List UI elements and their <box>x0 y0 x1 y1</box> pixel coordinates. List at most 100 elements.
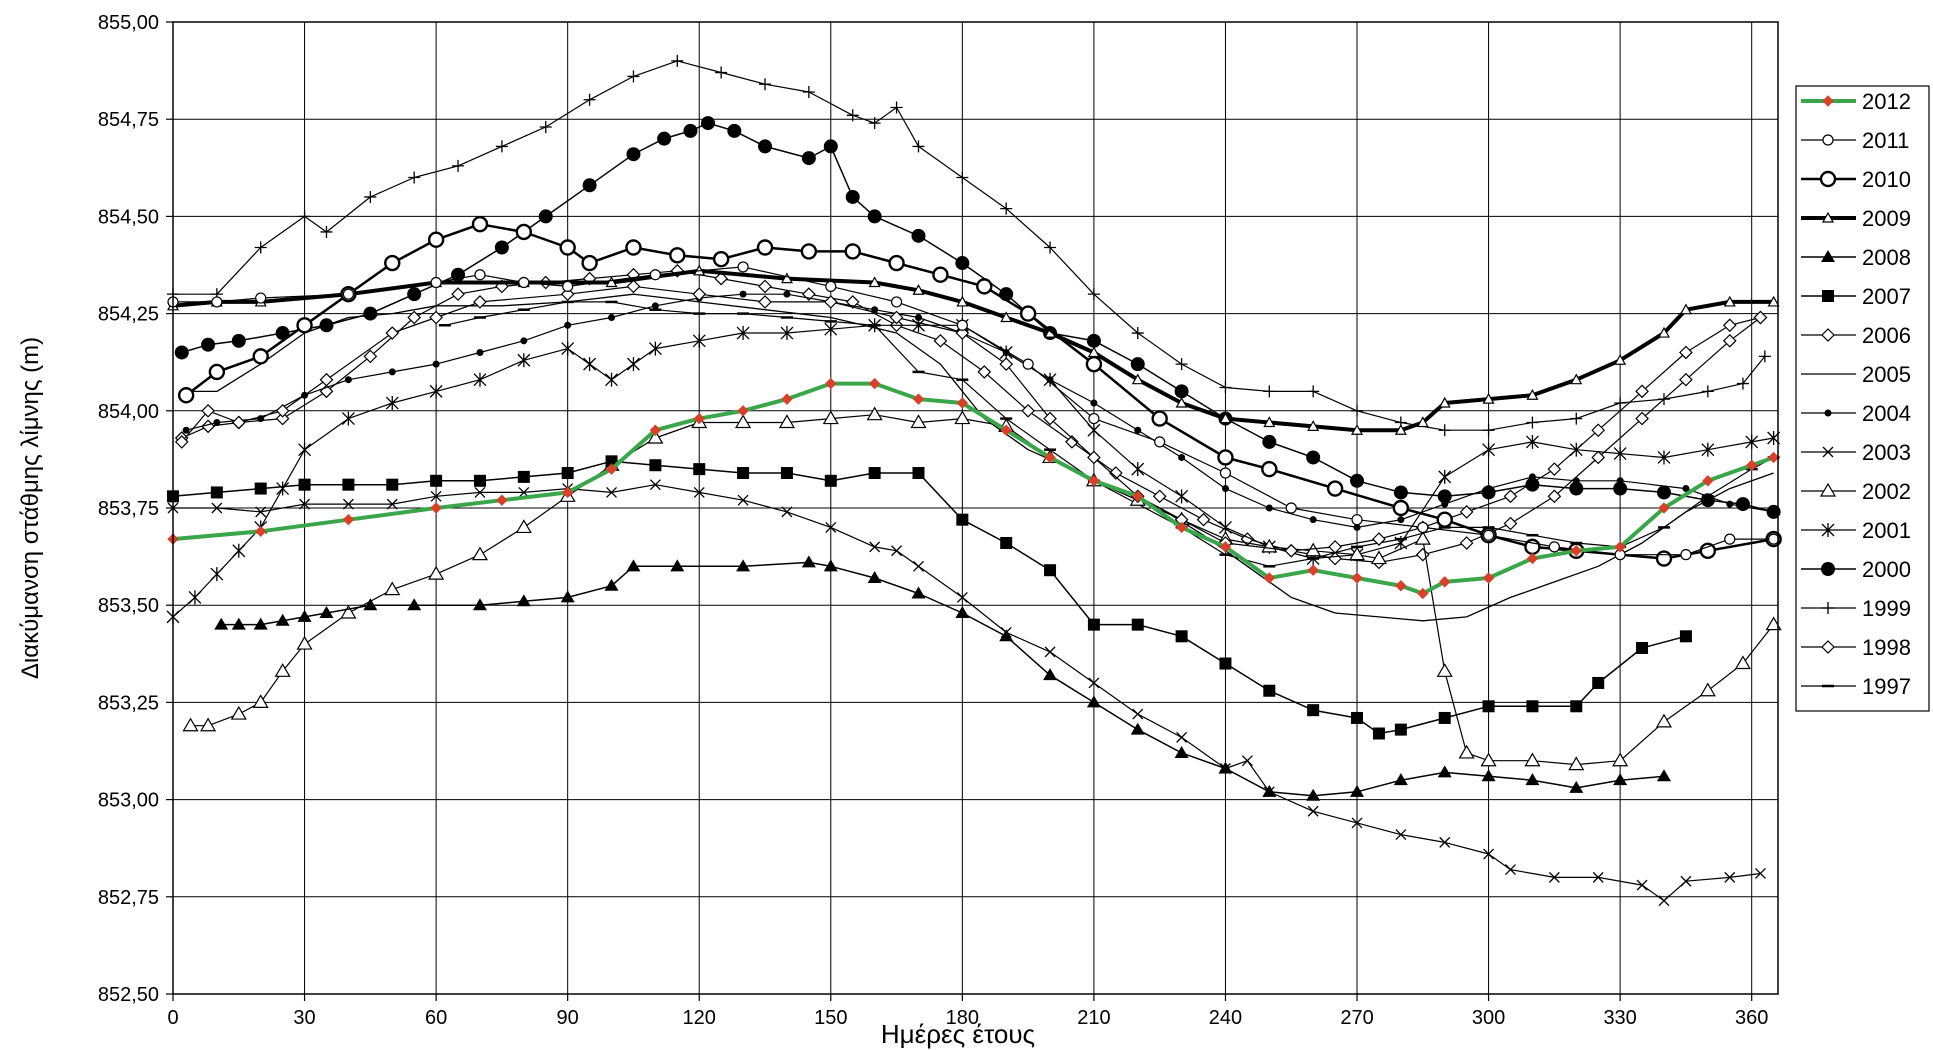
data-point <box>539 120 552 133</box>
series-line <box>221 561 1665 797</box>
data-point <box>275 326 290 341</box>
data-point <box>1735 497 1750 512</box>
data-point <box>1745 434 1759 449</box>
data-point <box>298 442 312 457</box>
legend-label: 2002 <box>1862 479 1911 504</box>
data-point <box>933 333 948 348</box>
legend-item: 1999 <box>1801 596 1911 621</box>
data-point <box>200 717 217 732</box>
data-point <box>781 393 793 405</box>
data-point <box>1459 536 1474 550</box>
data-point <box>956 513 969 526</box>
data-point <box>342 513 355 526</box>
data-point <box>1438 396 1451 408</box>
data-point <box>561 467 574 480</box>
data-point <box>1547 462 1562 476</box>
data-point <box>1043 411 1057 426</box>
data-point <box>1568 756 1585 771</box>
data-point <box>627 70 640 83</box>
data-point <box>956 397 969 409</box>
data-point <box>342 498 354 510</box>
data-point <box>340 604 357 619</box>
data-point <box>385 326 400 340</box>
data-point <box>407 287 422 302</box>
data-point <box>1824 409 1832 417</box>
data-point <box>890 296 903 308</box>
data-point <box>296 635 313 650</box>
series-line <box>172 268 1774 433</box>
y-tick-label: 853,00 <box>98 790 159 812</box>
data-point <box>1309 516 1317 524</box>
data-point <box>891 545 903 557</box>
legend-label: 2008 <box>1862 245 1911 270</box>
data-point <box>715 66 728 79</box>
data-point <box>800 243 818 260</box>
data-point <box>1351 514 1363 526</box>
data-point <box>363 349 378 364</box>
data-point <box>712 250 730 268</box>
data-point <box>255 506 267 518</box>
data-point <box>1592 871 1604 883</box>
data-point <box>889 310 904 325</box>
legend-item: 2010 <box>1801 167 1911 192</box>
series-line <box>181 270 1761 563</box>
data-point <box>1351 711 1364 724</box>
data-point <box>1437 765 1452 778</box>
data-point <box>1821 328 1835 342</box>
x-tick-label: 300 <box>1472 1007 1505 1029</box>
data-point <box>432 360 440 368</box>
data-point <box>386 478 399 491</box>
data-point <box>868 377 881 390</box>
data-point <box>517 470 530 483</box>
data-point <box>1485 485 1493 493</box>
data-point <box>516 594 531 607</box>
legend-label: 2011 <box>1862 128 1909 153</box>
data-point <box>210 486 223 499</box>
data-point <box>1395 829 1407 841</box>
data-point <box>182 717 199 732</box>
data-point <box>823 139 838 154</box>
data-point <box>1481 485 1496 500</box>
data-point <box>252 694 269 709</box>
data-point <box>605 276 618 288</box>
data-point <box>1591 450 1606 465</box>
data-point <box>1765 616 1782 631</box>
data-point <box>1570 545 1582 557</box>
data-point <box>1767 295 1780 307</box>
y-tick-label: 852,75 <box>98 887 159 909</box>
data-point <box>1482 442 1496 457</box>
data-point <box>1612 752 1629 767</box>
data-point <box>341 411 355 426</box>
data-point <box>912 393 925 405</box>
axes: 0 30 60 90 120 150 180 210 240 270 300 330 360 852,50… <box>98 12 1769 1029</box>
data-point <box>1525 434 1539 449</box>
data-point <box>430 474 443 487</box>
data-point <box>1569 780 1584 793</box>
data-point <box>560 287 575 302</box>
data-point <box>1526 416 1539 429</box>
data-point <box>428 565 445 580</box>
data-point <box>1175 521 1188 534</box>
legend: 2012 2011 2010 2009 2008 2007 2006 2005 2004 2003… <box>1795 85 1930 712</box>
data-point <box>515 519 532 534</box>
data-point <box>956 171 969 184</box>
data-point <box>211 502 223 514</box>
data-point <box>608 313 616 321</box>
data-point <box>471 546 489 561</box>
data-point <box>1351 817 1363 829</box>
data-point <box>739 290 747 298</box>
data-point <box>471 215 489 233</box>
data-point <box>824 322 838 337</box>
series-1998 <box>174 263 1768 570</box>
data-point <box>649 269 661 281</box>
data-point <box>232 543 246 558</box>
data-point <box>1657 450 1671 465</box>
data-point <box>1221 485 1229 493</box>
series-1999 <box>167 54 1771 437</box>
data-point <box>1417 587 1429 600</box>
data-point <box>911 586 926 599</box>
data-point <box>1175 630 1188 643</box>
data-point <box>1822 95 1834 107</box>
data-point <box>780 467 793 480</box>
